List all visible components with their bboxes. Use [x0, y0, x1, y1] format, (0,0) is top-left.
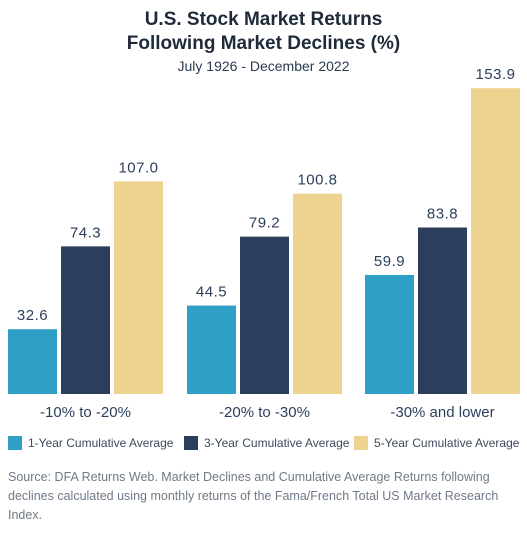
legend-swatch-3-year: [184, 436, 198, 450]
category-label-1: -10% to -20%: [40, 404, 131, 421]
legend-item-5-year: 5-Year Cumulative Average: [354, 436, 519, 450]
chart-title-line-2: Following Market Declines (%): [126, 33, 401, 54]
bar-2-series-2: [240, 236, 289, 394]
data-label-2-series-1: 44.5: [196, 284, 227, 301]
data-label-3-series-1: 59.9: [374, 253, 405, 270]
bar-1-series-2: [61, 246, 110, 394]
bar-1-series-3: [114, 181, 163, 394]
legend-label-5-year: 5-Year Cumulative Average: [374, 436, 520, 450]
bar-2-series-1: [187, 305, 236, 394]
bar-2-series-3: [293, 193, 342, 394]
legend-item-1-year: 1-Year Cumulative Average: [8, 436, 173, 450]
source-note: Source: DFA Returns Web. Market Declines…: [8, 470, 499, 522]
data-label-3-series-2: 83.8: [427, 205, 458, 222]
category-label-3: -30% and lower: [390, 404, 494, 421]
legend-swatch-1-year: [8, 436, 22, 450]
bar-1-series-1: [8, 329, 57, 394]
legend-item-3-year: 3-Year Cumulative Average: [184, 436, 349, 450]
bar-3-series-1: [365, 274, 414, 394]
chart-title-block: U.S. Stock Market Returns Following Mark…: [0, 8, 527, 76]
data-label-1-series-1: 32.6: [17, 307, 48, 324]
bar-chart: 32.6 74.3 107.0 -10% to -20% 44.5 79.2 100.8 -2…: [8, 66, 520, 421]
bar-3-series-2: [418, 227, 467, 394]
legend-label-1-year: 1-Year Cumulative Average: [28, 436, 174, 450]
legend-label-3-year: 3-Year Cumulative Average: [204, 436, 350, 450]
data-label-2-series-3: 100.8: [297, 172, 337, 189]
data-label-1-series-3: 107.0: [118, 159, 158, 176]
legend-swatch-5-year: [354, 436, 368, 450]
bar-3-series-3: [471, 88, 520, 395]
data-label-2-series-2: 79.2: [249, 215, 280, 232]
chart-title-line-1: U.S. Stock Market Returns: [144, 9, 383, 30]
chart-legend: 1-Year Cumulative Average 3-Year Cumulat…: [8, 436, 523, 454]
chart-subtitle: July 1926 - December 2022: [177, 58, 350, 74]
category-label-2: -20% to -30%: [219, 404, 310, 421]
data-label-3-series-3: 153.9: [475, 66, 515, 83]
data-label-1-series-2: 74.3: [70, 224, 101, 241]
